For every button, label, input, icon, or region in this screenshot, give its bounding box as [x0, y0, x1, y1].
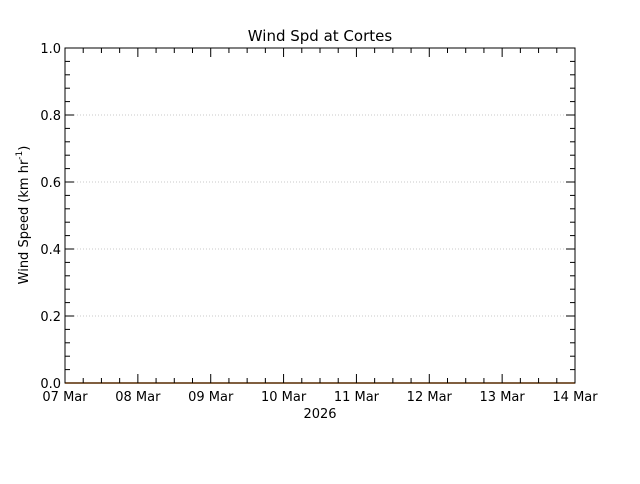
x-tick-label: 09 Mar — [188, 390, 234, 405]
grid-lines — [65, 114, 575, 317]
x-tick-label: 08 Mar — [115, 390, 161, 405]
y-axis-label: Wind Speed (km hr-1) — [15, 146, 32, 285]
x-tick-label: 13 Mar — [480, 390, 526, 405]
x-tick-label: 12 Mar — [407, 390, 453, 405]
y-tick-label: 1.0 — [40, 42, 61, 57]
y-axis-label-close: ) — [17, 146, 32, 151]
y-tick-labels: 0.0 0.2 0.4 0.6 0.8 1.0 — [40, 42, 61, 392]
y-tick-label: 0.0 — [40, 377, 61, 392]
x-tick-labels: 07 Mar 08 Mar 09 Mar 10 Mar 11 Mar 12 Mar 13 M… — [42, 390, 598, 405]
y-tick-label: 0.6 — [40, 176, 61, 191]
chart-title: Wind Spd at Cortes — [248, 27, 393, 45]
x-tick-label: 10 Mar — [261, 390, 307, 405]
x-tick-label: 14 Mar — [552, 390, 598, 405]
plot-area-frame — [64, 47, 576, 384]
y-axis-label-main: Wind Speed (km hr — [17, 159, 32, 284]
y-axis-label-superscript: -1 — [15, 151, 25, 160]
x-tick-label: 07 Mar — [42, 390, 88, 405]
axis-ticks — [64, 47, 576, 384]
x-tick-label: 11 Mar — [334, 390, 380, 405]
y-tick-label: 0.2 — [40, 310, 61, 325]
y-tick-label: 0.4 — [40, 243, 61, 258]
x-axis-label: 2026 — [303, 407, 336, 422]
y-tick-label: 0.8 — [40, 109, 61, 124]
